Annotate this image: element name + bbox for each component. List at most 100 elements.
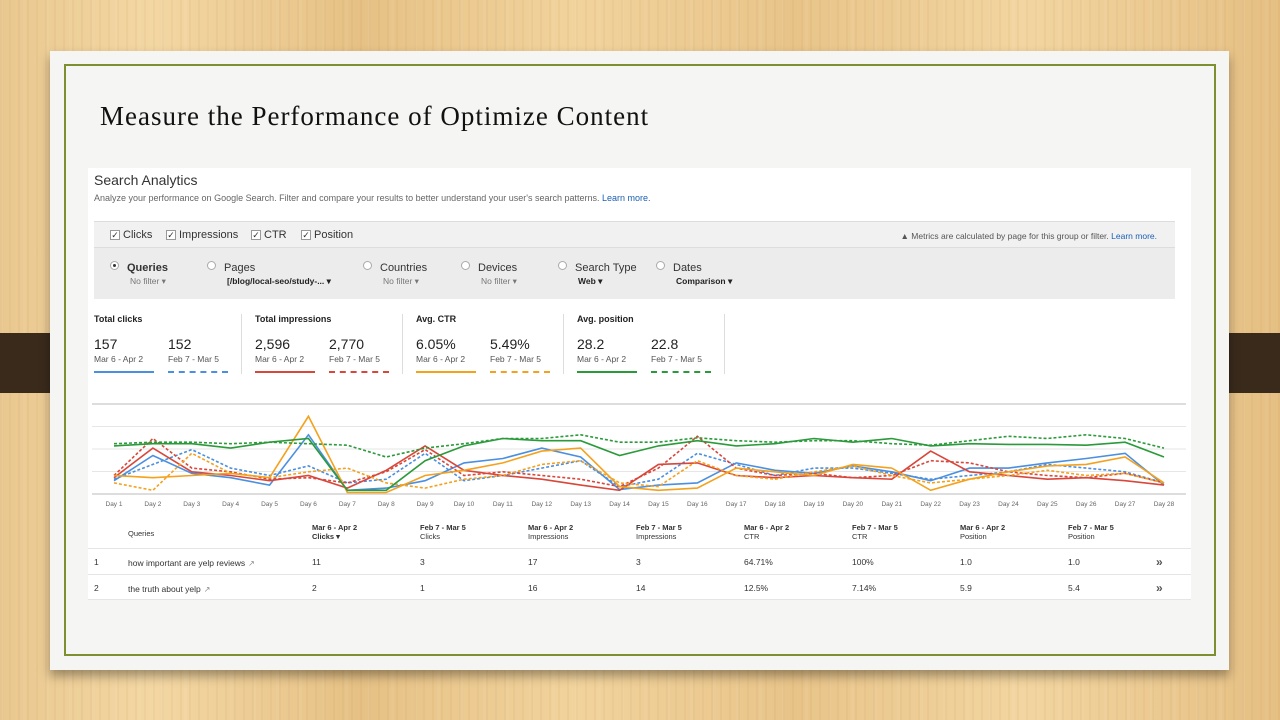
dropdown-arrow-icon: ▾	[161, 276, 166, 286]
dropdown-arrow-icon: ▾	[326, 276, 331, 286]
metrics-note: ▲ Metrics are calculated by page for thi…	[901, 231, 1158, 241]
filter-dates[interactable]: Dates Comparison ▾	[656, 258, 732, 286]
x-tick-label: Day 11	[493, 501, 513, 508]
metrics-learn-more-link[interactable]: Learn more.	[1111, 231, 1157, 241]
stat-current-range: Mar 6 - Apr 2	[255, 354, 305, 364]
x-tick-label: Day 5	[261, 501, 278, 508]
dropdown-arrow-icon: ▾	[414, 276, 419, 286]
page-description: Analyze your performance on Google Searc…	[94, 193, 651, 203]
warning-icon: ▲	[900, 231, 909, 241]
radio-icon	[461, 261, 470, 271]
ctr-label: CTR	[264, 229, 287, 241]
stat-previous-value: 5.49%	[490, 336, 530, 352]
table-divider	[88, 599, 1191, 600]
table-cell: 1.0	[960, 557, 972, 567]
stat-previous-swatch	[651, 371, 711, 373]
table-cell: 1	[420, 583, 425, 593]
column-header-label: Clicks ▾	[312, 532, 340, 541]
x-tick-label: Day 19	[804, 501, 825, 508]
row-details-icon[interactable]: »	[1156, 555, 1163, 569]
column-header[interactable]: Feb 7 - Mar 5 CTR	[852, 523, 898, 541]
description-text: Analyze your performance on Google Searc…	[94, 193, 600, 203]
filter-queries[interactable]: Queries No filter ▾	[110, 258, 168, 286]
x-tick-label: Day 28	[1154, 501, 1175, 508]
checkmark-icon: ✓	[166, 230, 176, 240]
filter-value: No filter	[481, 276, 511, 286]
stat-previous-value: 2,770	[329, 336, 365, 352]
table-cell: 14	[636, 583, 646, 593]
x-tick-label: Day 9	[417, 501, 434, 508]
x-tick-label: Day 6	[300, 501, 317, 508]
row-index: 2	[94, 583, 99, 593]
column-header[interactable]: Queries	[128, 529, 154, 538]
series-line-1	[113, 448, 1165, 488]
stat-previous-range: Feb 7 - Mar 5	[651, 354, 703, 364]
filter-value-dropdown[interactable]: [/blog/local-seo/study-... ▾	[227, 276, 331, 287]
column-header-range: Mar 6 - Apr 2	[528, 523, 574, 532]
x-tick-label: Day 1	[106, 501, 123, 508]
x-tick-label: Day 16	[687, 501, 708, 508]
learn-more-link[interactable]: Learn more.	[602, 193, 651, 203]
metrics-note-text: Metrics are calculated by page for this …	[911, 231, 1109, 241]
table-cell: 3	[636, 557, 641, 567]
table-cell: 3	[420, 557, 425, 567]
x-tick-label: Day 25	[1037, 501, 1058, 508]
impressions-label: Impressions	[179, 229, 239, 241]
filter-pages[interactable]: Pages [/blog/local-seo/study-... ▾	[207, 258, 331, 286]
series-line-0	[113, 433, 1165, 492]
impressions-checkbox[interactable]: ✓ Impressions	[166, 229, 238, 241]
filter-value-dropdown[interactable]: Comparison ▾	[676, 276, 732, 287]
table-cell: 100%	[852, 557, 874, 567]
clicks-checkbox[interactable]: ✓ Clicks	[110, 229, 152, 241]
filter-devices[interactable]: Devices No filter ▾	[461, 258, 517, 286]
stat-previous-range: Feb 7 - Mar 5	[490, 354, 542, 364]
stat-divider	[563, 314, 564, 374]
search-analytics-panel: Search Analytics Analyze your performanc…	[88, 168, 1191, 600]
radio-icon	[558, 261, 567, 271]
query-cell[interactable]: the truth about yelp ↗	[128, 584, 210, 594]
column-header[interactable]: Mar 6 - Apr 2 Position	[960, 523, 1005, 541]
position-checkbox[interactable]: ✓ Position	[301, 229, 353, 241]
ctr-checkbox[interactable]: ✓ CTR	[251, 229, 287, 241]
x-tick-label: Day 21	[881, 501, 902, 508]
filter-search-type[interactable]: Search Type Web ▾	[558, 258, 637, 286]
filter-value-dropdown[interactable]: No filter ▾	[383, 276, 419, 287]
table-cell: 11	[312, 557, 321, 567]
filter-value-dropdown[interactable]: No filter ▾	[130, 276, 166, 287]
column-header[interactable]: Feb 7 - Mar 5 Impressions	[636, 523, 682, 541]
filter-value-dropdown[interactable]: Web ▾	[578, 276, 602, 287]
checkmark-icon: ✓	[110, 230, 120, 240]
stat-previous-value: 22.8	[651, 336, 679, 352]
stat-divider	[241, 314, 242, 374]
query-text: the truth about yelp	[128, 584, 201, 594]
stat-divider	[402, 314, 403, 374]
query-cell[interactable]: how important are yelp reviews ↗	[128, 558, 255, 568]
column-header-label: Impressions	[528, 532, 569, 541]
filter-countries[interactable]: Countries No filter ▾	[363, 258, 427, 286]
column-header-label: Position	[960, 532, 987, 541]
column-header-label: Impressions	[636, 532, 677, 541]
external-link-icon[interactable]: ↗	[248, 559, 255, 568]
filter-value-dropdown[interactable]: No filter ▾	[481, 276, 517, 287]
query-text: how important are yelp reviews	[128, 558, 246, 568]
column-header-range: Feb 7 - Mar 5	[420, 523, 466, 532]
column-header[interactable]: Mar 6 - Apr 2 Clicks ▾	[312, 523, 357, 541]
column-header[interactable]: Mar 6 - Apr 2 Impressions	[528, 523, 573, 541]
table-cell: 2	[312, 583, 317, 593]
column-header[interactable]: Mar 6 - Apr 2 CTR	[744, 523, 789, 541]
x-tick-label: Day 18	[765, 501, 786, 508]
external-link-icon[interactable]: ↗	[203, 585, 211, 594]
row-details-icon[interactable]: »	[1156, 581, 1163, 595]
column-header[interactable]: Feb 7 - Mar 5 Clicks	[420, 523, 466, 541]
stat-previous-range: Feb 7 - Mar 5	[329, 354, 381, 364]
table-cell: 12.5%	[744, 583, 769, 593]
radio-icon	[656, 261, 665, 271]
stat-current-range: Mar 6 - Apr 2	[416, 354, 466, 364]
slide-title: Measure the Performance of Optimize Cont…	[100, 101, 650, 131]
series-line-7	[113, 433, 1165, 458]
x-tick-label: Day 8	[378, 501, 395, 508]
stat-current-value: 157	[94, 336, 118, 352]
series-line-6	[113, 437, 1165, 492]
table-cell: 5.4	[1068, 583, 1080, 593]
column-header[interactable]: Feb 7 - Mar 5 Position	[1068, 523, 1114, 541]
